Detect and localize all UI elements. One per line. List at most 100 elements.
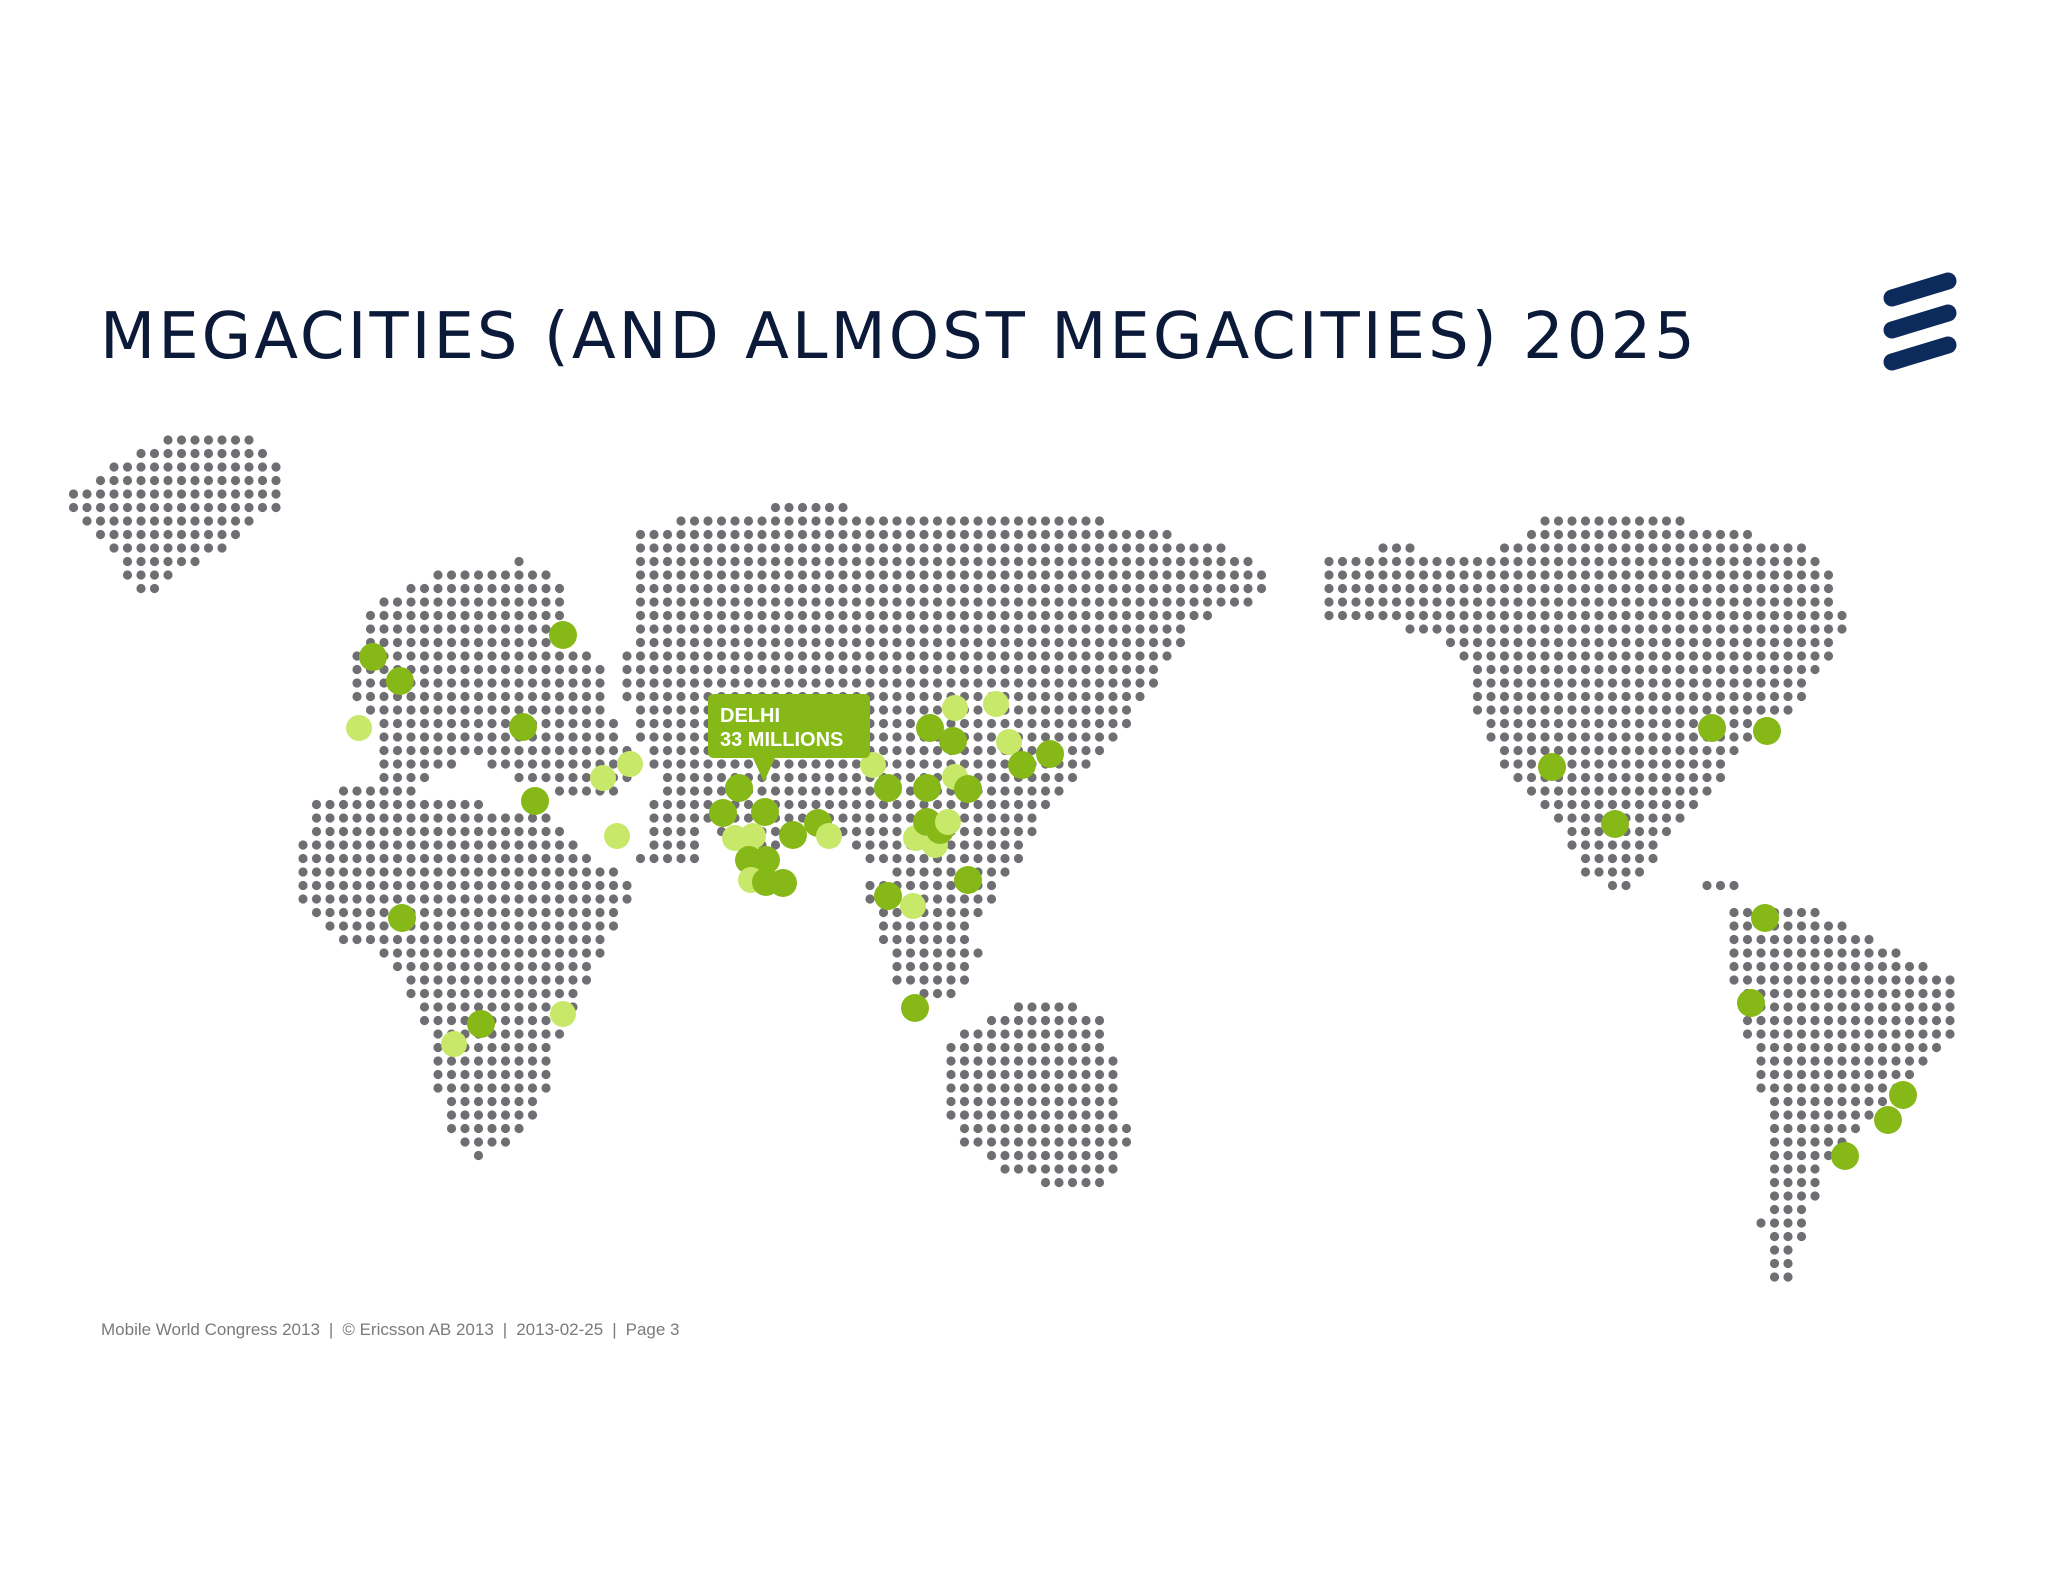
- megacity-marker[interactable]: [1831, 1142, 1859, 1170]
- land-dot: [1715, 745, 1726, 756]
- land-dot: [527, 1069, 538, 1080]
- almost-megacity-marker[interactable]: [617, 751, 643, 777]
- megacity-marker[interactable]: [954, 866, 982, 894]
- slide-title: MEGACITIES (AND ALMOST MEGACITIES) 2025: [100, 300, 1698, 374]
- land-dot: [892, 759, 902, 769]
- land-dot: [892, 570, 902, 580]
- almost-megacity-marker[interactable]: [604, 823, 630, 849]
- land-dot: [797, 529, 808, 540]
- land-dot: [1027, 1150, 1037, 1161]
- almost-megacity-marker[interactable]: [900, 893, 926, 919]
- land-dot: [932, 624, 943, 634]
- land-dot: [1216, 597, 1226, 607]
- megacity-marker[interactable]: [779, 821, 807, 849]
- megacity-marker[interactable]: [769, 869, 797, 897]
- land-dot: [1148, 624, 1159, 634]
- land-dot: [1054, 1069, 1064, 1080]
- land-dot: [986, 529, 997, 540]
- land-dot: [527, 597, 538, 607]
- land-dot: [689, 583, 700, 594]
- land-dot: [838, 772, 848, 783]
- megacity-marker[interactable]: [709, 799, 737, 827]
- land-dot: [1945, 975, 1955, 985]
- almost-megacity-marker[interactable]: [996, 729, 1022, 755]
- megacity-marker[interactable]: [1751, 904, 1779, 932]
- land-dot: [1121, 718, 1132, 729]
- land-dot: [325, 840, 335, 850]
- land-dot: [338, 867, 349, 877]
- delhi-callout[interactable]: DELHI 33 MILLIONS: [708, 694, 870, 782]
- land-dot: [1027, 529, 1037, 540]
- megacity-marker[interactable]: [751, 798, 779, 826]
- almost-megacity-marker[interactable]: [590, 765, 616, 791]
- megacity-marker[interactable]: [1889, 1081, 1917, 1109]
- land-dot: [1553, 678, 1564, 688]
- megacity-marker[interactable]: [467, 1010, 495, 1038]
- megacity-marker[interactable]: [386, 667, 414, 695]
- megacity-marker[interactable]: [874, 774, 902, 802]
- land-dot: [298, 867, 308, 877]
- megacity-marker[interactable]: [388, 904, 416, 932]
- land-dot: [554, 988, 565, 999]
- land-dot: [1499, 610, 1510, 621]
- land-dot: [973, 948, 983, 958]
- megacity-marker[interactable]: [1737, 989, 1765, 1017]
- megacity-marker[interactable]: [359, 643, 387, 671]
- land-dot: [1621, 867, 1631, 877]
- land-dot: [1823, 975, 1834, 985]
- land-dot: [1013, 516, 1024, 526]
- megacity-marker[interactable]: [954, 775, 982, 803]
- megacity-marker[interactable]: [1601, 810, 1629, 838]
- almost-megacity-marker[interactable]: [860, 752, 886, 778]
- land-dot: [973, 907, 983, 918]
- megacity-marker[interactable]: [549, 621, 577, 649]
- land-dot: [905, 678, 916, 688]
- land-dot: [379, 624, 389, 634]
- megacity-marker[interactable]: [1698, 714, 1726, 742]
- megacity-marker[interactable]: [939, 727, 967, 755]
- land-dot: [1540, 691, 1550, 702]
- land-dot: [487, 1056, 497, 1066]
- land-dot: [419, 772, 430, 783]
- megacity-marker[interactable]: [874, 882, 902, 910]
- almost-megacity-marker[interactable]: [346, 715, 372, 741]
- land-dot: [1648, 570, 1658, 580]
- almost-megacity-marker[interactable]: [740, 823, 766, 849]
- land-dot: [811, 610, 821, 621]
- land-dot: [1175, 543, 1186, 553]
- land-dot: [163, 475, 173, 486]
- land-dot: [203, 502, 214, 513]
- megacity-marker[interactable]: [725, 774, 753, 802]
- land-dot: [1081, 678, 1091, 688]
- almost-megacity-marker[interactable]: [942, 695, 968, 721]
- land-dot: [446, 583, 457, 594]
- land-dot: [1000, 1029, 1010, 1039]
- land-dot: [1027, 543, 1037, 553]
- megacity-marker[interactable]: [901, 994, 929, 1022]
- land-dot: [878, 813, 889, 823]
- megacity-marker[interactable]: [1753, 717, 1781, 745]
- megacity-marker[interactable]: [1008, 751, 1036, 779]
- almost-megacity-marker[interactable]: [441, 1031, 467, 1057]
- land-dot: [568, 772, 578, 783]
- megacity-marker[interactable]: [509, 713, 537, 741]
- almost-megacity-marker[interactable]: [816, 823, 842, 849]
- megacity-marker[interactable]: [1036, 740, 1064, 768]
- megacity-marker[interactable]: [1538, 753, 1566, 781]
- land-dot: [1000, 529, 1010, 540]
- land-dot: [689, 529, 700, 540]
- megacity-marker[interactable]: [913, 774, 941, 802]
- land-dot: [1580, 570, 1591, 580]
- land-dot: [824, 583, 835, 594]
- almost-megacity-marker[interactable]: [550, 1001, 576, 1027]
- megacity-marker[interactable]: [916, 714, 944, 742]
- megacity-marker[interactable]: [521, 787, 549, 815]
- land-dot: [919, 745, 929, 756]
- almost-megacity-marker[interactable]: [983, 691, 1009, 717]
- land-dot: [1594, 718, 1604, 729]
- almost-megacity-marker[interactable]: [935, 809, 961, 835]
- land-dot: [919, 543, 929, 553]
- megacity-marker[interactable]: [1874, 1106, 1902, 1134]
- land-dot: [986, 1015, 997, 1026]
- megacity-marker[interactable]: [752, 846, 780, 874]
